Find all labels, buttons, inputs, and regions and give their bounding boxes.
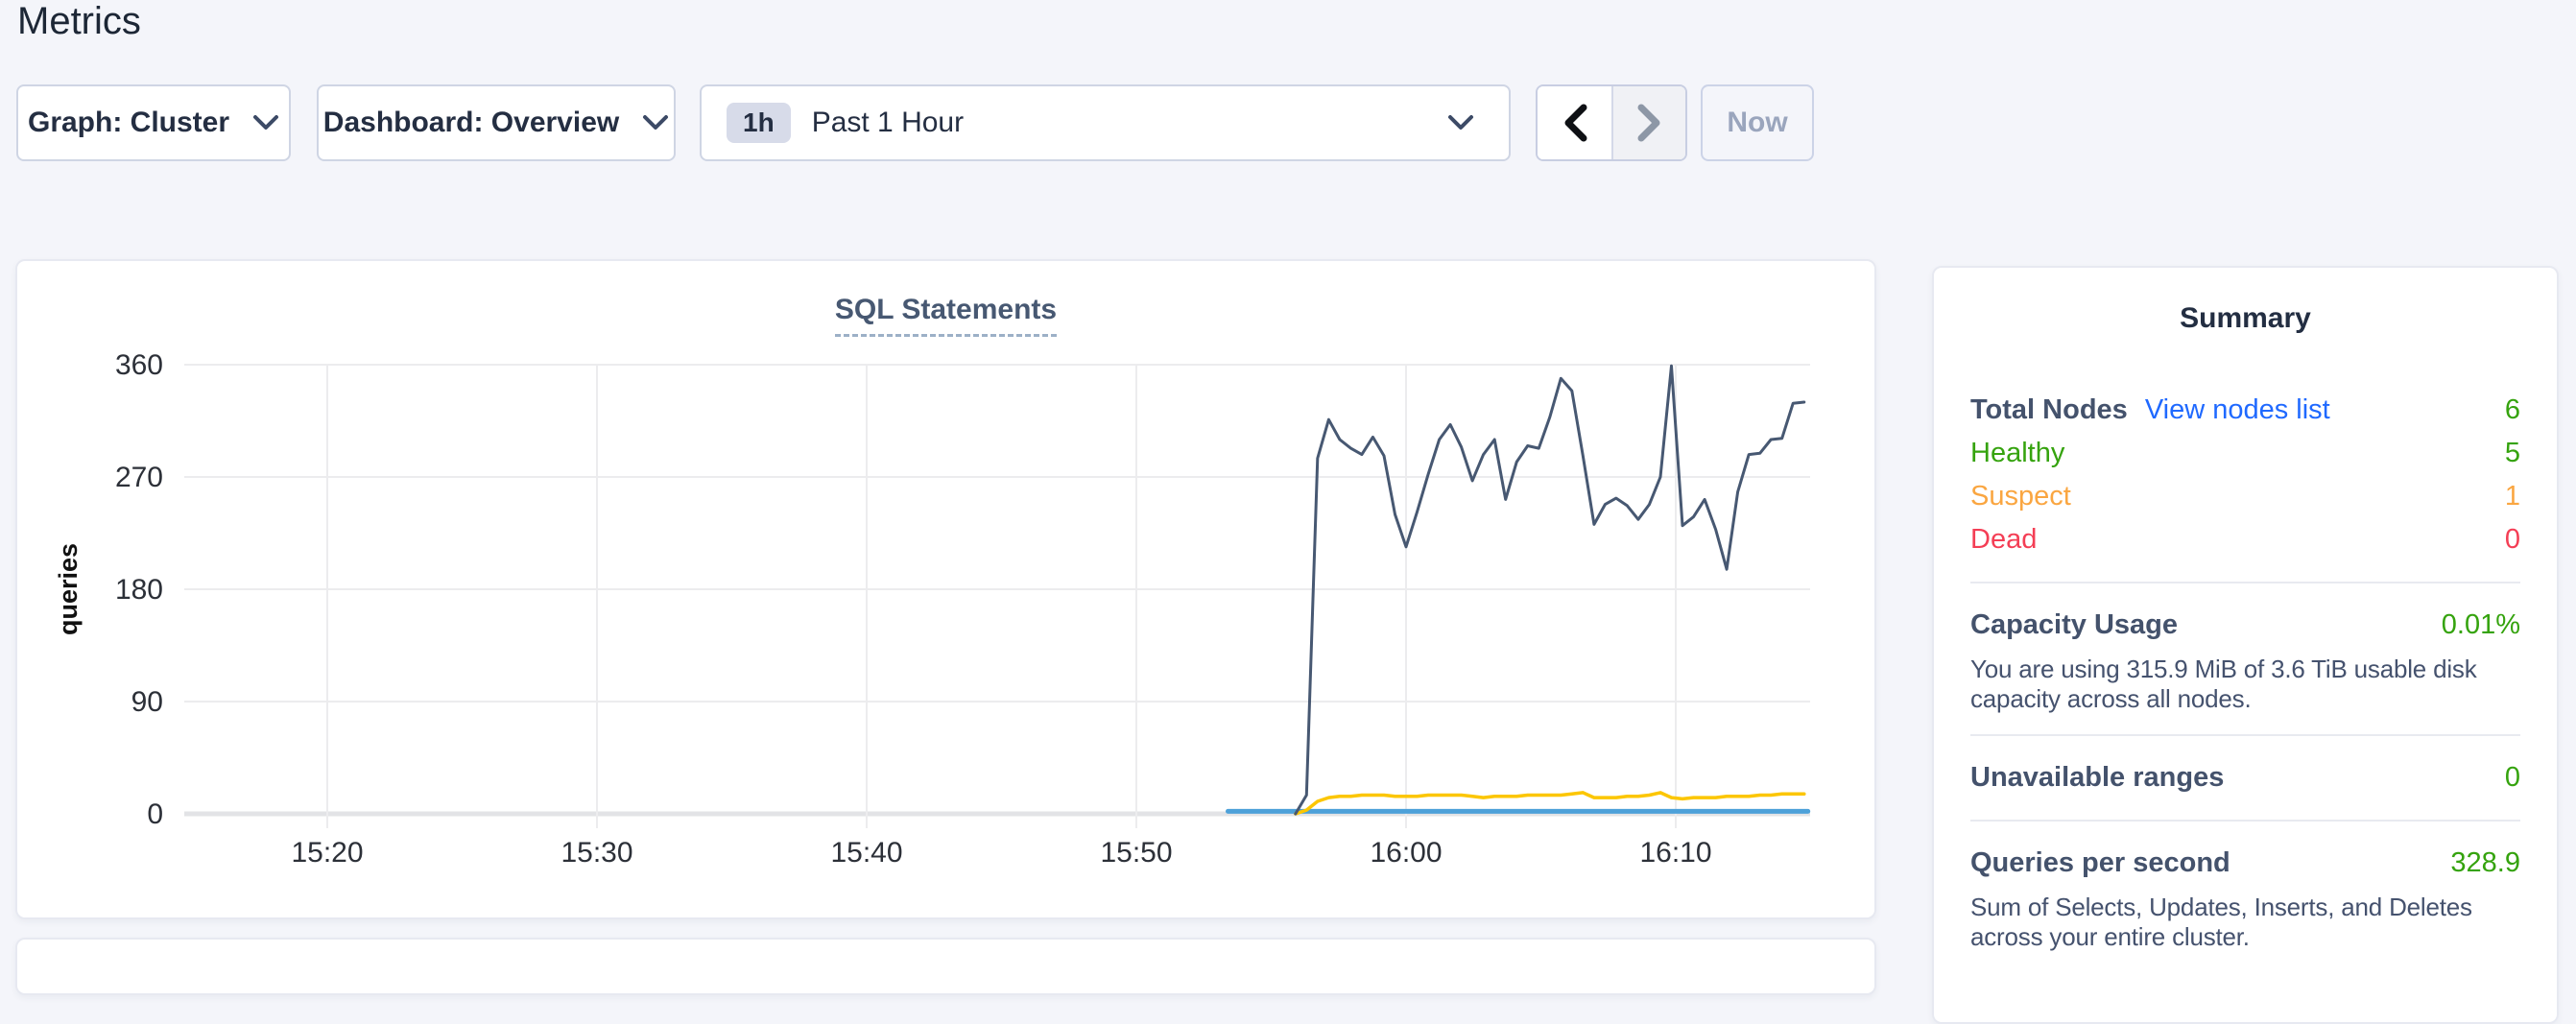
dead-label: Dead bbox=[1970, 524, 2038, 555]
capacity-usage-description: You are using 315.9 MiB of 3.6 TiB usabl… bbox=[1970, 655, 2477, 713]
chevron-down-icon bbox=[253, 115, 279, 130]
queries-per-second-value: 328.9 bbox=[2450, 847, 2520, 878]
total-nodes-label: Total Nodes bbox=[1970, 394, 2128, 425]
chevron-down-icon bbox=[643, 115, 669, 130]
summary-panel: Summary Total Nodes View nodes list 6 He… bbox=[1932, 266, 2559, 1024]
view-nodes-list-link[interactable]: View nodes list bbox=[2144, 394, 2330, 425]
divider bbox=[1970, 734, 2520, 736]
queries-per-second-label: Queries per second bbox=[1970, 847, 2230, 878]
sql-statements-chart[interactable]: 0 90 180 270 360 15:20 15:30 15:40 15:50 16:00 16:… bbox=[17, 261, 1878, 921]
svg-text:15:50: 15:50 bbox=[1100, 837, 1172, 869]
previous-window-button[interactable] bbox=[1538, 86, 1611, 159]
svg-text:90: 90 bbox=[131, 686, 163, 718]
total-nodes-value: 6 bbox=[2504, 394, 2520, 425]
now-button[interactable]: Now bbox=[1701, 84, 1814, 161]
divider bbox=[1970, 820, 2520, 822]
queries-per-second-row: Queries per second 328.9 bbox=[1970, 842, 2520, 885]
svg-text:16:00: 16:00 bbox=[1370, 837, 1442, 869]
time-range-badge: 1h bbox=[727, 103, 791, 143]
svg-text:180: 180 bbox=[115, 574, 163, 606]
chevron-left-icon bbox=[1564, 104, 1586, 142]
capacity-usage-label: Capacity Usage bbox=[1970, 609, 2178, 640]
dead-value: 0 bbox=[2504, 524, 2520, 555]
total-nodes-row: Total Nodes View nodes list 6 bbox=[1970, 389, 2520, 432]
chevron-down-icon bbox=[1448, 115, 1473, 130]
suspect-value: 1 bbox=[2504, 481, 2520, 512]
graph-dropdown[interactable]: Graph: Cluster bbox=[16, 84, 291, 161]
time-range-dropdown[interactable]: 1h Past 1 Hour bbox=[700, 84, 1511, 161]
unavailable-ranges-label: Unavailable ranges bbox=[1970, 762, 2225, 793]
unavailable-ranges-row: Unavailable ranges 0 bbox=[1970, 756, 2520, 799]
graph-dropdown-label: Graph: Cluster bbox=[27, 107, 230, 138]
chevron-right-icon bbox=[1637, 104, 1659, 142]
page-title: Metrics bbox=[17, 0, 141, 42]
svg-text:15:20: 15:20 bbox=[291, 837, 363, 869]
queries-per-second-description: Sum of Selects, Updates, Inserts, and De… bbox=[1970, 893, 2472, 951]
chart-title-row: SQL Statements bbox=[17, 294, 1874, 337]
suspect-nodes-row: Suspect 1 bbox=[1970, 475, 2520, 518]
healthy-value: 5 bbox=[2504, 438, 2520, 468]
dashboard-dropdown[interactable]: Dashboard: Overview bbox=[317, 84, 676, 161]
capacity-usage-value: 0.01% bbox=[2441, 609, 2520, 640]
svg-text:0: 0 bbox=[147, 798, 163, 830]
capacity-usage-row: Capacity Usage 0.01% bbox=[1970, 604, 2520, 647]
metrics-page: { "page": { "title": "Metrics", "backgro… bbox=[15, 0, 2559, 1024]
svg-text:360: 360 bbox=[115, 349, 163, 381]
svg-text:270: 270 bbox=[115, 462, 163, 493]
healthy-nodes-row: Healthy 5 bbox=[1970, 432, 2520, 475]
unavailable-ranges-value: 0 bbox=[2504, 762, 2520, 793]
healthy-label: Healthy bbox=[1970, 438, 2065, 468]
dead-nodes-row: Dead 0 bbox=[1970, 518, 2520, 561]
svg-text:15:40: 15:40 bbox=[830, 837, 902, 869]
dashboard-dropdown-label: Dashboard: Overview bbox=[322, 107, 620, 138]
divider bbox=[1970, 582, 2520, 583]
next-window-button[interactable] bbox=[1611, 86, 1685, 159]
svg-text:15:30: 15:30 bbox=[561, 837, 632, 869]
sql-statements-card: SQL Statements 0 90 180 270 360 15:20 15:30 15:… bbox=[15, 259, 1876, 919]
suspect-label: Suspect bbox=[1970, 481, 2071, 512]
next-chart-card bbox=[15, 938, 1876, 995]
summary-heading: Summary bbox=[2180, 302, 2311, 334]
svg-text:queries: queries bbox=[54, 543, 83, 635]
chart-title[interactable]: SQL Statements bbox=[834, 294, 1058, 337]
time-range-label: Past 1 Hour bbox=[811, 107, 965, 138]
time-window-nav bbox=[1536, 84, 1687, 161]
svg-text:16:10: 16:10 bbox=[1639, 837, 1711, 869]
